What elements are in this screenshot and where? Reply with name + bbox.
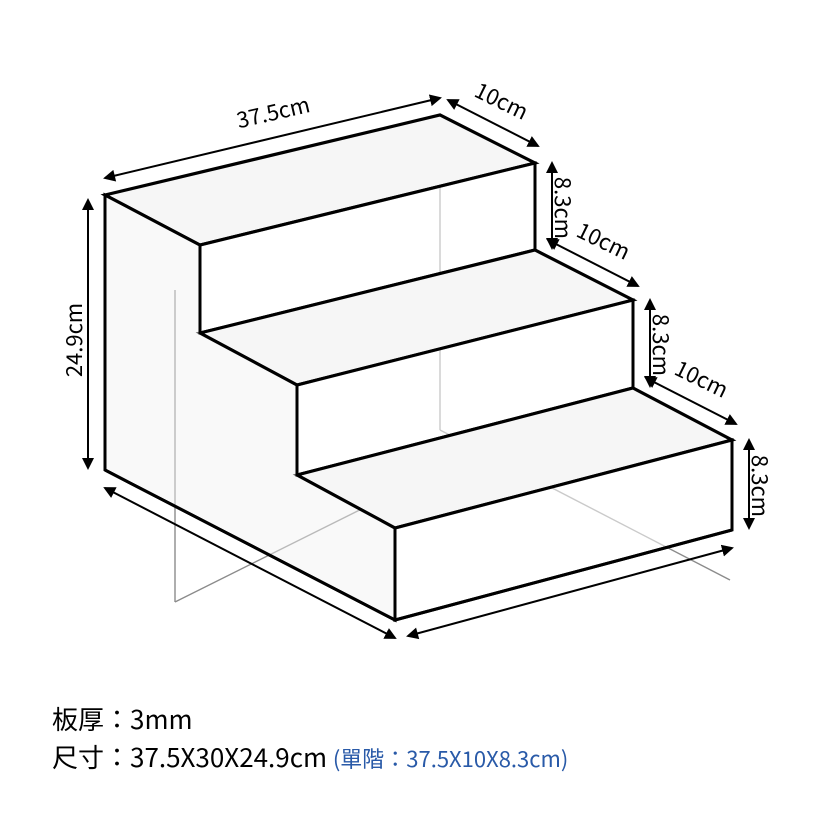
thickness-value: 3mm xyxy=(130,700,193,737)
single-step-spec: (單階：37.5X10X8.3cm) xyxy=(333,742,568,774)
depth1-label: 10cm xyxy=(670,351,734,404)
dim-total-height: 24.9cm xyxy=(57,200,89,468)
step-display-diagram: 37.5cm 10cm 8.3cm 10cm 8.3cm 10cm 8.3cm … xyxy=(0,0,820,820)
depth3-label: 10cm xyxy=(470,73,534,126)
size-prefix: 尺寸： xyxy=(52,738,130,775)
size-spec: 尺寸：37.5X30X24.9cm (單階：37.5X10X8.3cm) xyxy=(52,738,568,775)
height2-label: 8.3cm xyxy=(646,314,678,376)
total-height-label: 24.9cm xyxy=(57,303,89,377)
thickness-prefix: 板厚： xyxy=(52,700,130,737)
length-label: 37.5cm xyxy=(233,87,313,135)
dim-height-1: 8.3cm xyxy=(745,440,777,528)
height3-label: 8.3cm xyxy=(548,177,580,239)
depth2-label: 10cm xyxy=(572,213,636,266)
size-value: 37.5X30X24.9cm xyxy=(130,738,327,775)
height1-label: 8.3cm xyxy=(745,455,777,517)
thickness-spec: 板厚：3mm xyxy=(52,700,193,737)
